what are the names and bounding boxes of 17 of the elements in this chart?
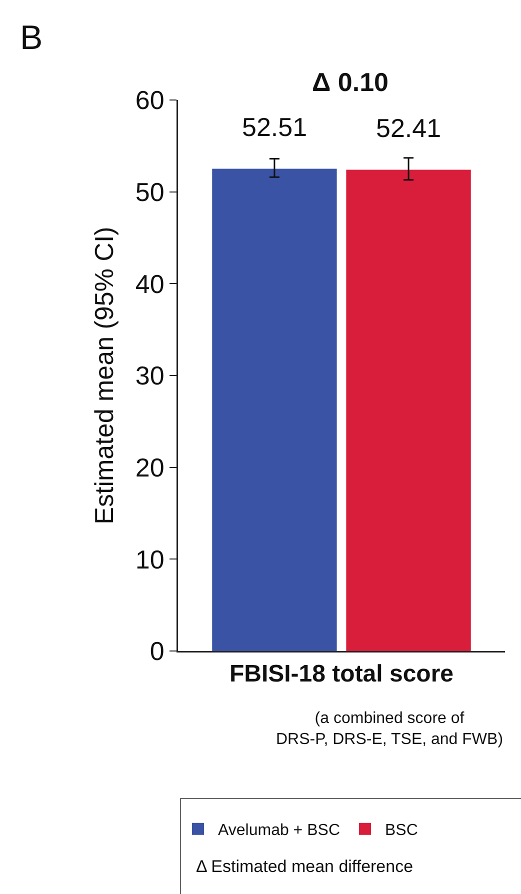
y-axis-title: Estimated mean (95% CI)	[89, 226, 120, 524]
y-tick-label: 60	[135, 85, 164, 116]
legend-label: BSC	[385, 822, 418, 840]
data-label: 52.51	[242, 112, 308, 142]
x-tick-label: FBISI-18 total score	[229, 660, 454, 688]
y-tick-label: 0	[150, 636, 164, 666]
y-tick-label: 30	[135, 360, 164, 391]
y-tick-label: 20	[135, 452, 164, 482]
legend-label: Avelumab + BSC	[218, 822, 340, 840]
x-axis-title: (a combined score of DRS-P, DRS-E, TSE, and FWB)	[276, 710, 504, 748]
y-tick-label: 50	[135, 176, 164, 207]
text: B	[20, 19, 43, 57]
text: Δ 0.10	[312, 67, 389, 97]
data-label: 52.41	[376, 113, 442, 143]
y-tick-label: 40	[135, 268, 164, 299]
text: Δ Estimated mean difference	[196, 857, 414, 876]
y-tick-label: 10	[135, 544, 164, 574]
